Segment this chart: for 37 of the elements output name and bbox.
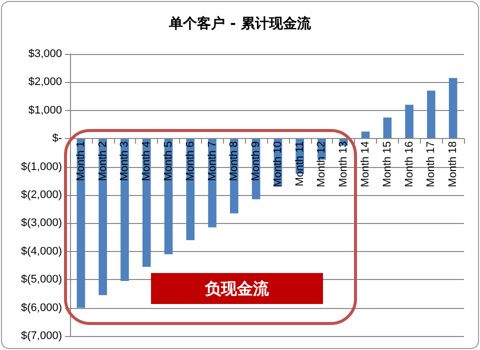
y-tick-label: $(7,000) — [21, 330, 62, 342]
x-tick-label: Month 15 — [381, 141, 394, 188]
x-tick-label: Month 16 — [403, 141, 416, 188]
bar — [120, 138, 129, 282]
bar — [448, 78, 458, 139]
x-tick-label: Month 12 — [316, 141, 328, 188]
x-tick-label: Month 7 — [206, 141, 218, 181]
y-tick-label: $(6,000) — [21, 302, 62, 314]
bar — [383, 117, 392, 139]
y-tick-label: $(2,000) — [21, 189, 62, 201]
y-tick-label: $(3,000) — [21, 217, 62, 230]
x-tick-label: Month 11 — [294, 141, 306, 186]
y-tick-label: $(1,000) — [21, 160, 62, 173]
x-tick-label: Month 4 — [140, 141, 153, 181]
x-tick-label: Month 6 — [184, 141, 196, 181]
x-tick-label: Month 14 — [360, 141, 372, 188]
x-tick-label: Month 18 — [447, 141, 460, 188]
y-tick-label: $3,000 — [28, 48, 62, 60]
x-tick-label: Month 17 — [425, 141, 438, 188]
note-box: 负现金流 — [151, 273, 323, 304]
y-tick-label: $(4,000) — [21, 245, 62, 258]
x-tick-label: Month 13 — [338, 141, 350, 188]
y-tick-label: $2,000 — [28, 76, 62, 88]
x-tick-label: Month 1 — [74, 141, 87, 181]
y-tick-label: $- — [52, 132, 62, 145]
x-tick-label: Month 2 — [96, 141, 109, 181]
x-tick-label: Month 3 — [118, 141, 131, 181]
bar — [427, 90, 436, 139]
x-tick-label: Month 8 — [228, 141, 240, 181]
bar — [98, 138, 107, 296]
y-tick-label: $(5,000) — [21, 274, 62, 286]
chart-title: 单个客户 - 累计现金流 — [168, 15, 312, 32]
x-tick-label: Month 5 — [162, 141, 174, 181]
y-tick-label: $1,000 — [28, 104, 62, 116]
x-tick-label: Month 9 — [250, 141, 262, 181]
x-tick-label: Month 10 — [272, 141, 284, 188]
bar — [405, 104, 414, 139]
